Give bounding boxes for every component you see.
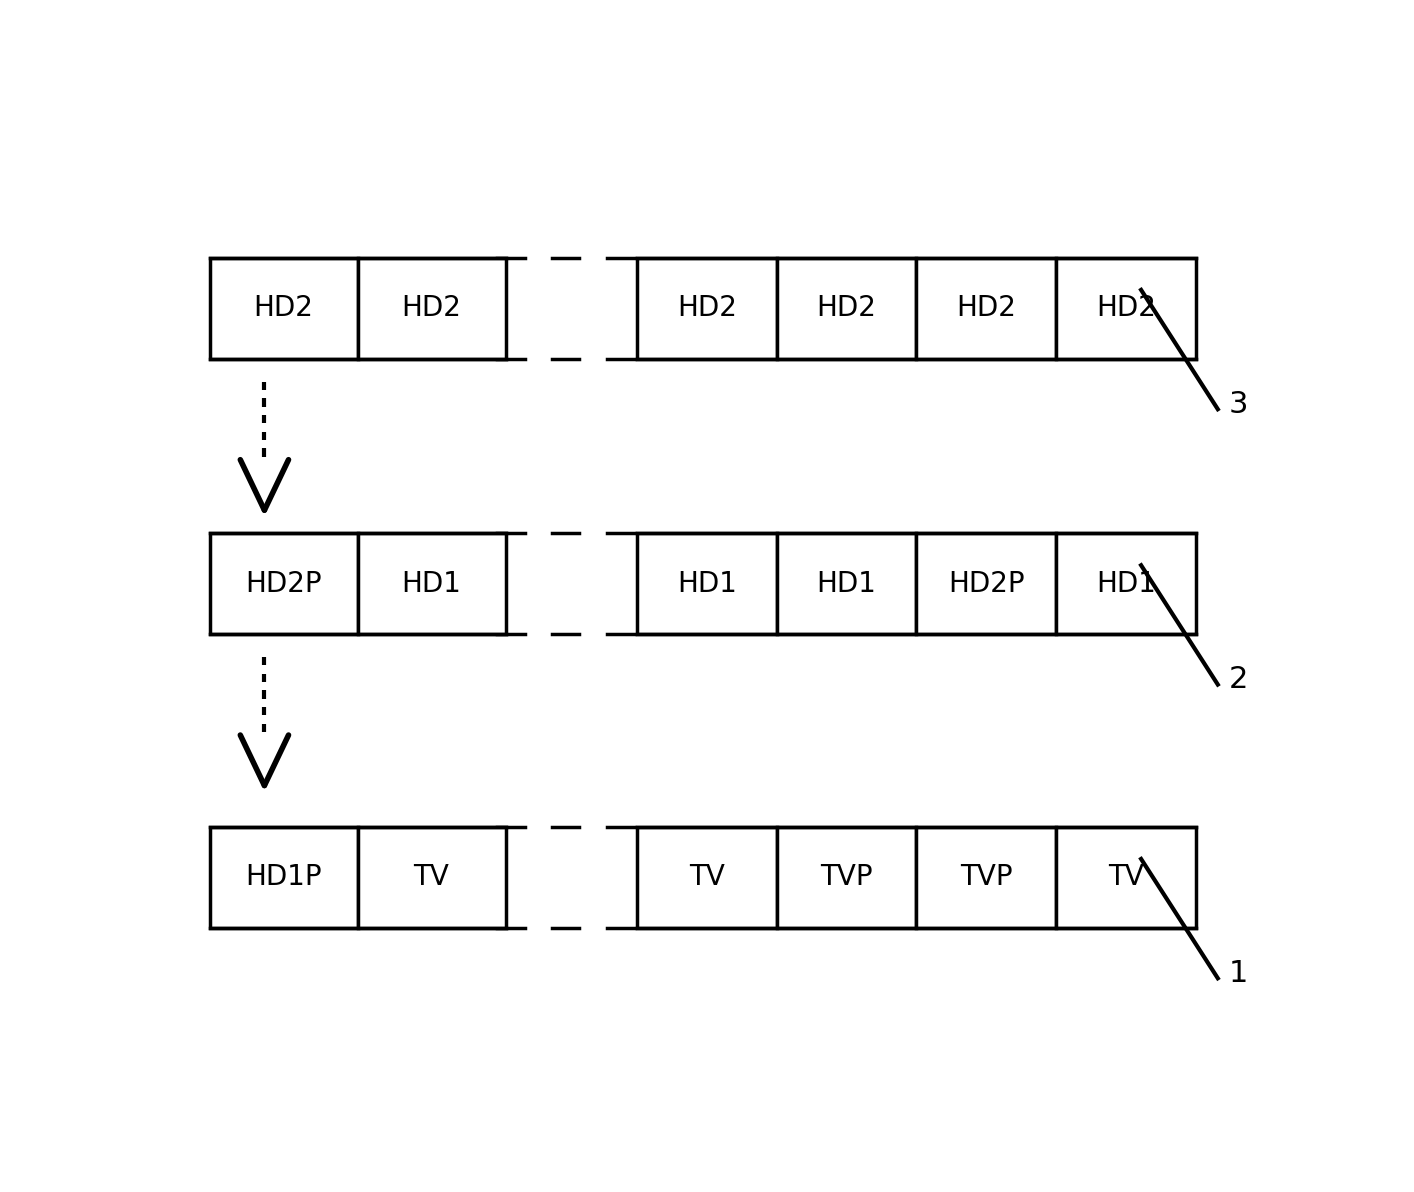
Text: HD1: HD1: [1096, 570, 1157, 597]
Text: TV: TV: [414, 863, 450, 892]
Bar: [776, 533, 916, 634]
Text: HD1: HD1: [817, 570, 877, 597]
Bar: [776, 257, 916, 359]
Bar: [776, 827, 916, 927]
Text: TV: TV: [1109, 863, 1144, 892]
Bar: [358, 827, 506, 927]
Bar: [209, 257, 358, 359]
Bar: [1056, 827, 1196, 927]
Text: 3: 3: [1229, 390, 1249, 420]
Bar: [358, 257, 506, 359]
Bar: [916, 827, 1056, 927]
Text: 1: 1: [1229, 960, 1249, 988]
Text: HD2: HD2: [253, 294, 314, 322]
Text: TV: TV: [689, 863, 725, 892]
Text: HD1P: HD1P: [245, 863, 322, 892]
Text: HD1: HD1: [677, 570, 737, 597]
Text: HD2: HD2: [956, 294, 1017, 322]
Text: HD2: HD2: [817, 294, 877, 322]
Bar: [1056, 257, 1196, 359]
Bar: [358, 533, 506, 634]
Text: TVP: TVP: [820, 863, 872, 892]
Text: HD2P: HD2P: [947, 570, 1025, 597]
Bar: [916, 533, 1056, 634]
Text: TVP: TVP: [960, 863, 1012, 892]
Bar: [209, 827, 358, 927]
Bar: [916, 257, 1056, 359]
Bar: [638, 533, 776, 634]
Bar: [209, 533, 358, 634]
Text: HD2: HD2: [1096, 294, 1157, 322]
Text: 2: 2: [1229, 665, 1249, 695]
Text: HD1: HD1: [402, 570, 461, 597]
Bar: [638, 827, 776, 927]
Bar: [638, 257, 776, 359]
Text: HD2P: HD2P: [245, 570, 322, 597]
Bar: [1056, 533, 1196, 634]
Text: HD2: HD2: [677, 294, 737, 322]
Text: HD2: HD2: [402, 294, 461, 322]
